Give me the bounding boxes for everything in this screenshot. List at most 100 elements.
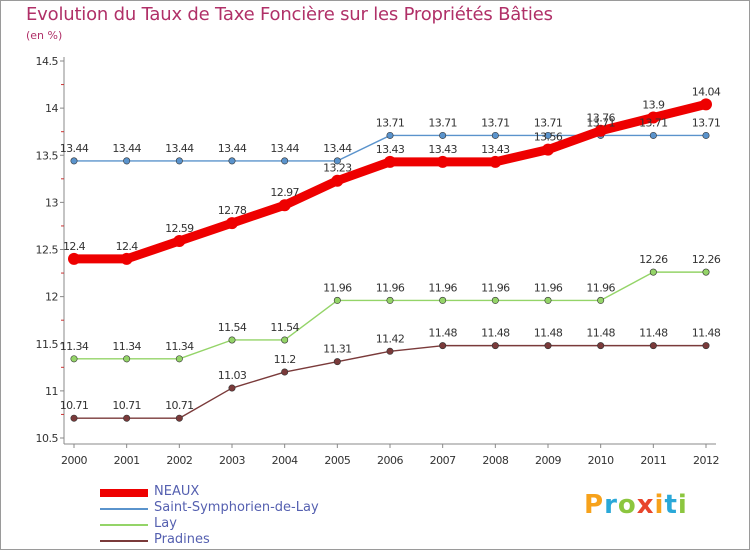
data-label-saint-symphorien-de-lay: 13.71	[692, 116, 721, 129]
data-label-neaux: 13.43	[376, 143, 405, 156]
y-tick-label: 13.5	[36, 149, 59, 162]
x-tick-label: 2012	[693, 454, 719, 467]
point-lay	[544, 296, 552, 304]
point-pradines	[544, 342, 552, 350]
data-label-lay: 11.54	[270, 321, 299, 334]
data-label-pradines: 11.2	[274, 353, 296, 366]
logo-letter: i	[677, 490, 688, 520]
data-label-neaux: 13.9	[642, 99, 665, 112]
data-labels: 13.44 13.44 13.44 13.44 13.44 13.44 13.71 13.71…	[60, 85, 722, 412]
x-tick-label: 2001	[114, 454, 140, 467]
point-saint-symphorien-de-lay	[70, 157, 78, 165]
x-tick-label: 2004	[272, 454, 298, 467]
x-tick-label: 2003	[219, 454, 245, 467]
point-neaux	[173, 235, 186, 248]
data-label-saint-symphorien-de-lay: 13.44	[165, 142, 194, 155]
axes: 10.5 11 11.5 12 12.5 13 13.5 14 14.5 2000 2001 2002…	[36, 55, 720, 467]
point-neaux	[226, 217, 238, 230]
x-tick-label: 2005	[324, 454, 350, 467]
data-label-pradines: 11.31	[323, 343, 352, 356]
point-saint-symphorien-de-lay	[439, 131, 447, 139]
data-label-pradines: 11.48	[639, 327, 668, 340]
y-tick-label: 14.5	[36, 55, 59, 68]
point-pradines	[702, 342, 710, 350]
point-pradines	[649, 342, 657, 350]
data-label-lay: 12.26	[692, 253, 721, 266]
data-label-neaux: 12.4	[63, 240, 86, 253]
logo-letter: i	[654, 490, 665, 520]
data-label-lay: 11.34	[165, 340, 194, 353]
data-label-pradines: 10.71	[112, 399, 141, 412]
x-tick-label: 2009	[535, 454, 561, 467]
x-tick-label: 2011	[640, 454, 666, 467]
data-label-neaux: 12.97	[270, 186, 299, 199]
unit-label: (en %)	[26, 29, 63, 42]
data-label-saint-symphorien-de-lay: 13.71	[639, 116, 668, 129]
data-label-pradines: 11.03	[218, 369, 247, 382]
data-label-saint-symphorien-de-lay: 13.71	[376, 116, 405, 129]
legend-label-saint-symphorien-de-lay: Saint-Symphorien-de-Lay	[154, 500, 319, 515]
point-saint-symphorien-de-lay	[281, 157, 289, 165]
point-saint-symphorien-de-lay	[123, 157, 131, 165]
y-tick-label: 12.5	[36, 244, 59, 257]
x-tick-label: 2006	[377, 454, 403, 467]
data-label-lay: 11.96	[481, 281, 510, 294]
point-lay	[649, 268, 657, 276]
point-lay	[702, 268, 710, 276]
data-label-neaux: 13.23	[323, 162, 352, 175]
data-label-neaux: 12.78	[218, 204, 247, 217]
point-lay	[175, 355, 183, 363]
data-label-saint-symphorien-de-lay: 13.71	[534, 116, 563, 129]
legend-swatch-saint-symphorien-de-lay	[100, 508, 148, 510]
data-label-pradines: 11.48	[586, 327, 615, 340]
data-label-lay: 11.96	[376, 281, 405, 294]
x-tick-label: 2008	[482, 454, 508, 467]
point-pradines	[491, 342, 499, 350]
data-label-pradines: 10.71	[60, 399, 89, 412]
point-neaux	[331, 174, 344, 187]
point-neaux	[278, 199, 291, 212]
data-label-neaux: 13.56	[534, 131, 563, 144]
data-label-lay: 11.34	[60, 340, 89, 353]
point-pradines	[70, 414, 78, 422]
data-label-saint-symphorien-de-lay: 13.71	[428, 116, 457, 129]
x-tick-label: 2010	[588, 454, 614, 467]
y-tick-label: 13	[45, 196, 58, 209]
data-label-pradines: 11.42	[376, 332, 405, 345]
point-lay	[597, 296, 605, 304]
data-label-lay: 11.34	[112, 340, 141, 353]
data-label-pradines: 11.48	[692, 327, 721, 340]
legend-swatch-pradines	[100, 540, 148, 542]
data-label-neaux: 14.04	[692, 85, 721, 98]
series-layer	[68, 98, 712, 422]
point-neaux	[700, 98, 712, 111]
x-tick-label: 2007	[430, 454, 456, 467]
data-label-lay: 11.96	[323, 281, 352, 294]
legend-label-pradines: Pradines	[154, 532, 210, 547]
point-lay	[228, 336, 236, 344]
point-saint-symphorien-de-lay	[228, 157, 236, 165]
data-label-neaux: 13.76	[586, 112, 615, 125]
data-label-saint-symphorien-de-lay: 13.71	[586, 116, 615, 129]
data-label-lay: 11.96	[586, 281, 615, 294]
chart-title: Evolution du Taux de Taxe Foncière sur l…	[26, 4, 553, 25]
proxiti-logo: Proxiti	[584, 490, 688, 520]
point-pradines	[386, 347, 394, 355]
point-saint-symphorien-de-lay	[491, 131, 499, 139]
legend-swatch-neaux	[100, 489, 148, 497]
point-pradines	[228, 384, 236, 392]
point-pradines	[333, 358, 341, 366]
data-label-lay: 11.96	[428, 281, 457, 294]
legend-label-lay: Lay	[154, 516, 177, 531]
logo-letter: P	[584, 490, 605, 520]
data-label-lay: 12.26	[639, 253, 668, 266]
point-neaux	[436, 155, 449, 168]
point-saint-symphorien-de-lay	[386, 131, 394, 139]
point-lay	[491, 296, 499, 304]
point-lay	[123, 355, 131, 363]
point-saint-symphorien-de-lay	[702, 131, 710, 139]
point-neaux	[120, 252, 133, 265]
x-tick-label: 2000	[61, 454, 87, 467]
